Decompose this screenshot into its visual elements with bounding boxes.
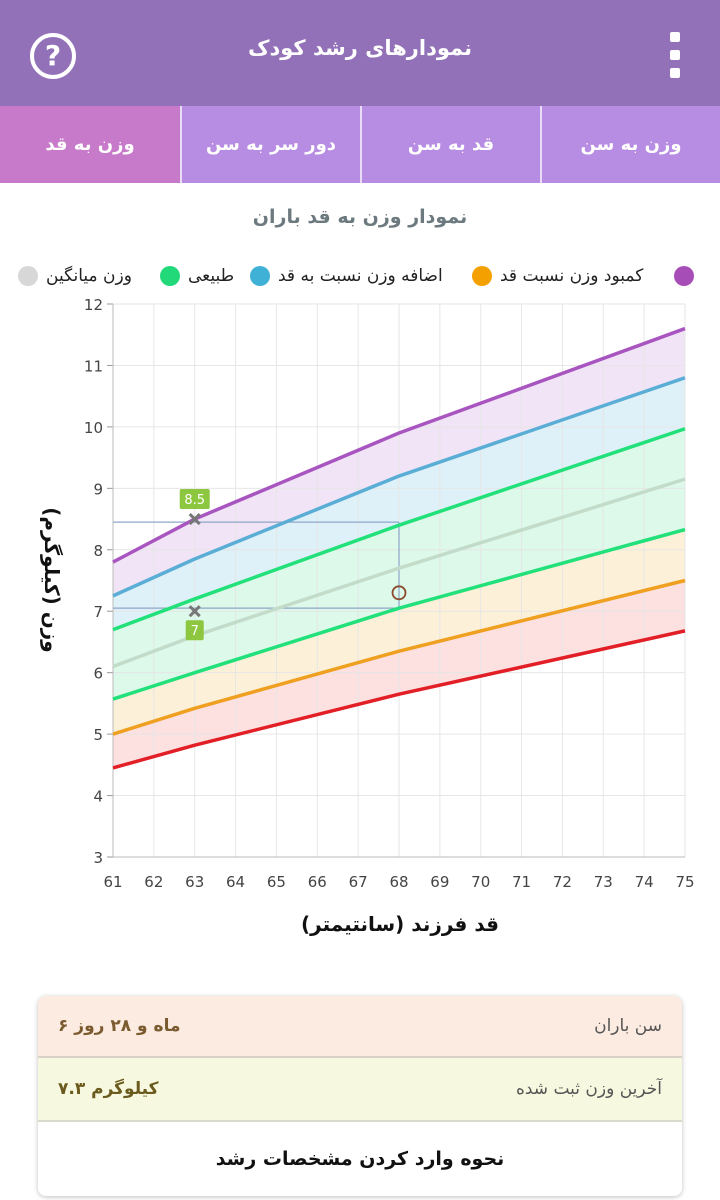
weight-value: ۷.۳ کیلوگرم	[58, 1079, 159, 1099]
y-tick-label: 4	[93, 788, 103, 806]
chart-title: نمودار وزن به قد باران	[252, 206, 468, 228]
tab-head-circumference-for-age[interactable]: دور سر به سن	[180, 106, 360, 183]
weight-label: آخرین وزن ثبت شده	[515, 1079, 662, 1099]
x-tick-label: 73	[594, 873, 613, 891]
legend-dot-blue	[250, 266, 270, 286]
legend-item-underweight: کمبود وزن نسبت قد	[472, 262, 643, 290]
percentile-curve-5	[112, 578, 686, 736]
x-tick-label: 63	[185, 873, 204, 891]
y-tick-label: 11	[84, 357, 103, 375]
x-tick-label: 70	[471, 873, 490, 891]
percentile-curve-0	[112, 326, 686, 564]
legend-label-normal: طبیعی	[188, 266, 235, 286]
y-tick-label: 7	[93, 603, 103, 621]
x-tick-label: 72	[553, 873, 572, 891]
x-tick-label: 68	[389, 873, 408, 891]
x-tick-label: 65	[267, 873, 286, 891]
legend-dot-purple	[674, 266, 694, 286]
x-axis-label: قد فرزند (سانتیمتر)	[301, 912, 499, 936]
age-label: سن باران	[594, 1016, 662, 1036]
legend-label-overweight: اضافه وزن نسبت به قد	[278, 266, 443, 286]
x-tick-label: 71	[512, 873, 531, 891]
percentile-curve-2	[112, 427, 686, 632]
percentile-curve-6	[112, 629, 686, 770]
x-tick-label: 75	[675, 873, 694, 891]
age-row: ۶ ماه و ۲۸ روز سن باران	[38, 996, 682, 1058]
data-label-badge	[179, 489, 210, 510]
percentile-curve-4	[112, 527, 686, 701]
how-to-enter-growth-link[interactable]: نحوه وارد کردن مشخصات رشد	[38, 1122, 682, 1196]
percentile-curve-3	[112, 477, 686, 669]
data-label: 8.5	[184, 493, 205, 508]
x-tick-label: 67	[349, 873, 368, 891]
tab-height-for-age[interactable]: قد به سن	[360, 106, 540, 183]
legend-item-normal: طبیعی	[160, 262, 234, 290]
legend-item-average: وزن میانگین	[18, 262, 132, 290]
app-bar: ? نمودارهای رشد کودک	[0, 0, 720, 106]
tab-weight-for-height[interactable]: وزن به قد	[0, 106, 180, 183]
x-tick-label: 61	[103, 873, 122, 891]
data-label: 7	[191, 624, 199, 639]
x-tick-label: 66	[308, 873, 327, 891]
chart-tabs: وزن به قد دور سر به سن قد به سن وزن به س…	[0, 106, 720, 183]
y-tick-label: 8	[93, 542, 103, 560]
help-circle-icon[interactable]: ?	[30, 33, 76, 79]
current-measurement-marker	[391, 585, 407, 601]
legend-item-overweight: اضافه وزن نسبت به قد	[250, 262, 443, 290]
growth-info-card: ۶ ماه و ۲۸ روز سن باران ۷.۳ کیلوگرم آخری…	[38, 996, 682, 1196]
y-tick-label: 12	[84, 296, 103, 314]
legend-dot-orange	[472, 266, 492, 286]
data-point-marker	[188, 605, 201, 618]
x-tick-label: 64	[226, 873, 245, 891]
y-tick-label: 9	[93, 480, 103, 498]
legend-label-average: وزن میانگین	[46, 266, 132, 286]
legend-dot-green	[160, 266, 180, 286]
x-tick-label: 62	[144, 873, 163, 891]
legend-dot-grey	[18, 266, 38, 286]
x-tick-label: 69	[430, 873, 449, 891]
weight-row: ۷.۳ کیلوگرم آخرین وزن ثبت شده	[38, 1058, 682, 1122]
overflow-menu-icon[interactable]	[665, 30, 685, 82]
y-tick-label: 6	[93, 665, 103, 683]
growth-chart: 8.57 61 62 63 64 65 66 67 68 69 70 71 72 73 74 7534567…	[40, 296, 695, 936]
age-value: ۶ ماه و ۲۸ روز	[58, 1016, 181, 1036]
data-point-marker	[188, 512, 201, 526]
y-tick-label: 3	[93, 849, 103, 867]
data-label-badge	[185, 620, 204, 641]
y-tick-label: 10	[84, 419, 103, 437]
y-axis-label: وزن (کیلوگرم)	[40, 507, 64, 653]
tab-weight-for-age[interactable]: وزن به سن	[540, 106, 720, 183]
app-title: نمودارهای رشد کودک	[247, 36, 473, 60]
x-tick-label: 74	[635, 873, 654, 891]
percentile-curve-1	[112, 376, 686, 598]
y-tick-label: 5	[93, 726, 103, 744]
legend-label-underweight: کمبود وزن نسبت قد	[500, 266, 644, 286]
legend-item-purple	[674, 262, 694, 290]
